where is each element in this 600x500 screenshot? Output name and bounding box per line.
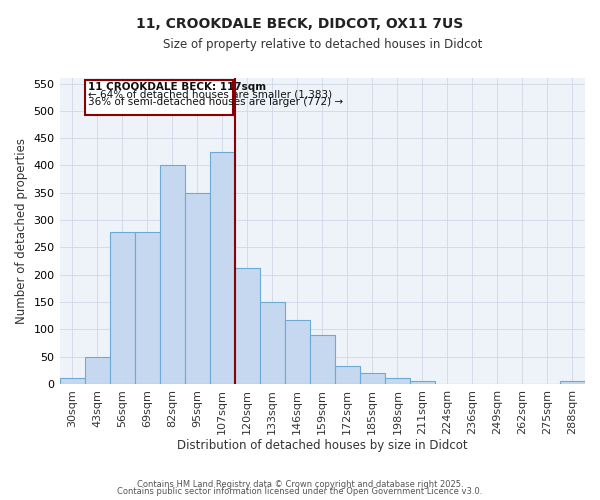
Bar (59, 378, 85, 384)
Bar (134, 232, 160, 384)
Bar (560, 381, 585, 384)
Text: 36% of semi-detached houses are larger (772) →: 36% of semi-detached houses are larger (… (88, 97, 343, 107)
Bar (385, 378, 410, 384)
Y-axis label: Number of detached properties: Number of detached properties (15, 138, 28, 324)
Bar (110, 232, 134, 384)
Bar (410, 381, 435, 384)
Bar (160, 166, 185, 384)
Text: Contains HM Land Registry data © Crown copyright and database right 2025.: Contains HM Land Registry data © Crown c… (137, 480, 463, 489)
Bar (335, 366, 360, 384)
Text: Contains public sector information licensed under the Open Government Licence v3: Contains public sector information licen… (118, 488, 482, 496)
Bar (260, 302, 285, 384)
Bar (285, 320, 310, 384)
Text: ← 64% of detached houses are smaller (1,383): ← 64% of detached houses are smaller (1,… (88, 90, 332, 100)
X-axis label: Distribution of detached houses by size in Didcot: Distribution of detached houses by size … (177, 440, 467, 452)
Bar (209, 152, 235, 384)
Title: Size of property relative to detached houses in Didcot: Size of property relative to detached ho… (163, 38, 482, 51)
Bar (235, 268, 260, 384)
Bar (185, 193, 209, 384)
Text: 11, CROOKDALE BECK, DIDCOT, OX11 7US: 11, CROOKDALE BECK, DIDCOT, OX11 7US (136, 18, 464, 32)
Bar (310, 335, 335, 384)
Text: 11 CROOKDALE BECK: 117sqm: 11 CROOKDALE BECK: 117sqm (88, 82, 266, 92)
Bar (360, 373, 385, 384)
FancyBboxPatch shape (85, 80, 233, 115)
Bar (85, 356, 110, 384)
